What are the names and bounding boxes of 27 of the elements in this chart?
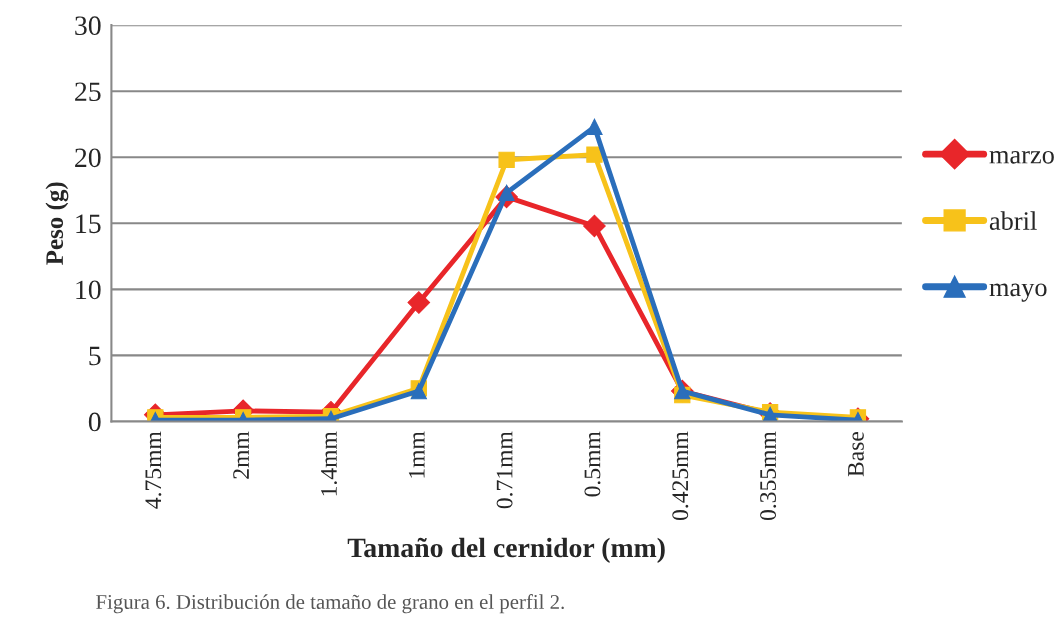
y-tick-label: 15	[76, 214, 101, 234]
y-tick-label: 0	[88, 412, 101, 432]
x-tick-label: 4.75mm	[145, 431, 162, 509]
y-tick-label: 5	[89, 346, 101, 366]
x-tick-label: 0.425mm	[672, 431, 689, 521]
x-axis-title: Tamaño del cernidor (mm)	[347, 537, 665, 563]
x-tick-label: 0.71mm	[496, 431, 513, 509]
x-tick-label: Base	[848, 431, 864, 477]
point	[586, 118, 603, 136]
y-axis-title: Peso (g)	[45, 182, 69, 265]
x-tick-label: 1mm	[408, 431, 425, 478]
text: Figura 6. Distribución de tamaño de grano en el perfil 2.	[96, 594, 564, 614]
x-tick-label: 2mm	[233, 431, 249, 479]
point	[407, 291, 431, 314]
legend-label: marzo	[989, 150, 1054, 164]
point	[586, 146, 603, 163]
y-tick-label: 25	[75, 82, 101, 102]
x-tick-label: 1.4mm	[321, 431, 337, 496]
point	[583, 214, 606, 238]
point	[498, 151, 515, 169]
legend-label: abril	[989, 211, 1037, 230]
legend-label: mayo	[989, 283, 1047, 302]
y-tick-label: 30	[75, 16, 101, 36]
y-tick-label: 10	[76, 280, 101, 300]
x-tick-label: 0.5mm	[584, 431, 601, 497]
y-tick-label: 20	[75, 148, 101, 168]
x-tick-label: 0.355mm	[760, 431, 777, 521]
